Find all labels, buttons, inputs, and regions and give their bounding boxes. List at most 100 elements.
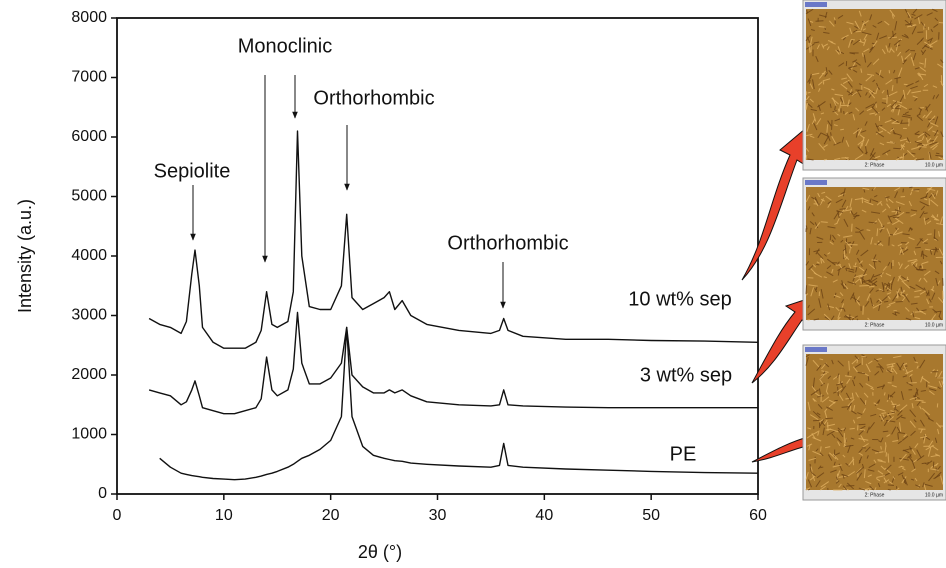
texture-stroke	[805, 95, 810, 101]
texture-stroke	[820, 258, 823, 264]
texture-stroke	[926, 291, 930, 297]
texture-stroke	[805, 357, 809, 366]
texture-stroke	[884, 20, 890, 26]
texture-stroke	[864, 300, 870, 307]
texture-stroke	[819, 446, 822, 452]
texture-stroke	[913, 250, 917, 256]
texture-stroke	[809, 463, 812, 472]
texture-stroke	[916, 139, 922, 143]
texture-stroke	[905, 241, 910, 246]
texture-stroke	[916, 449, 922, 459]
texture-stroke	[805, 225, 808, 230]
texture-stroke	[812, 377, 815, 388]
texture-stroke	[892, 107, 896, 113]
texture-stroke	[816, 412, 821, 416]
texture-stroke	[857, 412, 863, 416]
texture-stroke	[808, 265, 814, 271]
texture-stroke	[926, 137, 932, 143]
texture-stroke	[842, 188, 846, 197]
texture-stroke	[940, 475, 944, 485]
texture-stroke	[837, 441, 841, 446]
texture-stroke	[884, 442, 887, 447]
texture-stroke	[807, 76, 812, 83]
texture-stroke	[893, 231, 903, 236]
texture-stroke	[914, 311, 923, 313]
texture-stroke	[914, 66, 921, 70]
texture-stroke	[818, 25, 826, 28]
texture-stroke	[807, 206, 811, 211]
texture-stroke	[837, 429, 844, 438]
texture-stroke	[923, 270, 931, 276]
texture-stroke	[921, 376, 930, 384]
texture-stroke	[884, 196, 890, 199]
texture-stroke	[868, 285, 875, 288]
texture-stroke	[872, 58, 880, 65]
texture-stroke	[857, 371, 866, 375]
texture-stroke	[895, 41, 899, 51]
panel-tab	[805, 347, 827, 352]
texture-stroke	[852, 456, 855, 466]
texture-stroke	[906, 454, 912, 459]
texture-stroke	[815, 448, 819, 452]
texture-stroke	[856, 467, 864, 475]
texture-stroke	[904, 246, 908, 250]
texture-stroke	[898, 156, 903, 160]
texture-stroke	[816, 261, 820, 264]
texture-stroke	[866, 61, 872, 68]
texture-stroke	[867, 469, 875, 472]
texture-stroke	[901, 290, 906, 295]
texture-stroke	[940, 59, 944, 64]
texture-stroke	[887, 412, 893, 420]
texture-stroke	[852, 39, 861, 46]
texture-stroke	[842, 36, 847, 41]
texture-stroke	[913, 189, 920, 191]
texture-stroke	[890, 283, 893, 291]
texture-stroke	[928, 115, 936, 123]
texture-stroke	[932, 95, 936, 100]
texture-stroke	[940, 131, 944, 137]
texture-stroke	[843, 235, 853, 238]
texture-stroke	[911, 90, 922, 94]
texture-stroke	[866, 293, 871, 301]
texture-stroke	[805, 133, 813, 137]
texture-stroke	[909, 445, 912, 451]
panel-label: 2: Phase	[865, 322, 885, 328]
texture-stroke	[876, 228, 879, 237]
texture-stroke	[867, 279, 877, 287]
texture-stroke	[903, 477, 908, 486]
texture-stroke	[859, 382, 864, 388]
texture-stroke	[845, 267, 855, 271]
texture-stroke	[819, 452, 824, 457]
texture-stroke	[894, 21, 898, 31]
texture-stroke	[810, 29, 815, 31]
texture-stroke	[915, 284, 925, 291]
texture-stroke	[817, 192, 821, 198]
texture-stroke	[828, 20, 835, 27]
texture-stroke	[878, 298, 883, 303]
texture-stroke	[854, 355, 859, 361]
texture-stroke	[827, 303, 831, 311]
texture-stroke	[914, 97, 918, 102]
texture-stroke	[897, 275, 901, 282]
texture-stroke	[906, 137, 910, 143]
texture-stroke	[824, 72, 829, 77]
texture-stroke	[924, 217, 930, 221]
texture-stroke	[910, 56, 915, 67]
texture-stroke	[878, 288, 884, 292]
texture-stroke	[901, 275, 910, 282]
texture-stroke	[810, 73, 812, 78]
texture-stroke	[891, 119, 898, 124]
texture-stroke	[871, 199, 879, 203]
texture-stroke	[913, 356, 917, 362]
panel-tab	[805, 2, 827, 7]
texture-stroke	[881, 384, 885, 390]
texture-stroke	[839, 208, 846, 210]
texture-stroke	[873, 186, 876, 191]
texture-stroke	[914, 157, 918, 161]
texture-stroke	[880, 202, 883, 206]
texture-stroke	[892, 220, 900, 226]
texture-stroke	[908, 200, 912, 207]
texture-stroke	[911, 260, 917, 266]
texture-stroke	[898, 67, 903, 77]
texture-stroke	[939, 216, 944, 224]
